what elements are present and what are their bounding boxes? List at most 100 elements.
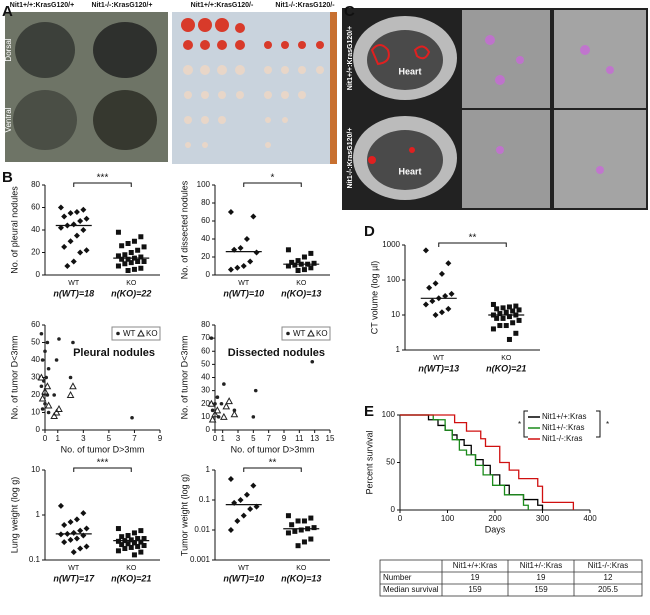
data-point [67,518,74,525]
y-tick-label: 0 [36,425,41,434]
data-point [40,407,45,411]
photo-ruler [330,12,337,164]
data-point [494,315,500,321]
data-point [301,518,307,524]
data-point [207,399,216,407]
y-tick-label: 20 [31,390,40,399]
data-point [44,375,48,380]
y-tick-label: 10 [391,310,400,319]
data-point [422,247,429,254]
data-point [131,540,137,546]
y-axis-label: No. of tumor D<3mm [179,336,189,420]
data-point [506,304,512,310]
data-point [234,517,241,524]
significance-bracket [438,242,507,247]
ct-heart-label: Heart [398,166,421,176]
data-point [240,512,247,519]
data-point [243,491,250,498]
significance-bracket [243,467,302,472]
data-point [37,373,46,381]
data-point [50,411,59,419]
data-point [46,366,51,371]
ct-slice [367,130,443,190]
data-point [295,543,301,549]
data-point [438,309,445,316]
data-point [295,258,301,264]
legend-label: Nit1+/-:Kras [542,423,584,432]
annotation: * [606,420,609,429]
y-tick-label: 80 [31,180,40,189]
y-tick-label: 0.001 [190,555,211,564]
data-point [77,218,84,224]
data-point [490,326,496,332]
y-tick-label: 50 [31,338,40,347]
data-point [57,224,64,231]
data-point [301,539,307,545]
panel-label: D [364,223,375,240]
data-point [135,259,141,264]
data-point [135,536,141,542]
panel-label: E [364,403,374,420]
y-tick-label: 30 [31,373,40,382]
data-point [66,390,75,398]
photo-row-label: Dorsal [4,38,13,61]
data-point [243,236,250,242]
y-tick-label: 0 [391,505,396,514]
x-tick-label: 11 [295,434,304,443]
data-point [432,312,439,318]
legend-marker [307,329,315,337]
ct-heart-label: Heart [398,66,421,76]
data-point [73,232,80,239]
data-point [209,336,214,340]
x-tick-label: 400 [583,514,597,523]
ct-slice [367,30,443,90]
y-tick-label: 0 [36,270,41,279]
data-point [285,263,291,269]
photo-header: Nit1-/-:KrasG120/- [275,2,335,9]
legend-label: KO [146,329,158,338]
data-point [237,497,244,503]
data-point [70,529,77,536]
y-tick-label: 20 [31,248,40,257]
data-point [131,530,137,536]
x-tick-label: 1 [220,434,225,443]
table-cell: Number [383,573,412,582]
data-point [115,526,121,532]
survival-curve [400,414,575,510]
y-tick-label: 0.1 [199,495,211,504]
data-point [130,415,134,420]
y-tick-label: 10 [31,408,40,417]
x-tick-label: 100 [441,514,455,523]
photo-nodule-grid [183,65,324,148]
y-tick-label: 40 [31,225,40,234]
x-tick-label: 7 [266,434,271,443]
legend-label: Nit1-/-:Kras [542,434,582,443]
data-point [253,249,260,256]
significance-label: ** [469,233,477,244]
data-point [250,213,257,220]
data-point [138,539,144,545]
data-point [215,395,220,399]
n-label: n(WT)=13 [418,363,459,373]
data-point [240,263,247,269]
data-point [115,229,121,235]
data-point [308,250,314,256]
table-grid [379,559,643,597]
data-point [67,210,74,217]
group-label: KO [126,280,137,287]
x-tick-label: 1 [56,434,61,443]
data-point [503,309,509,315]
data-point [57,502,64,509]
significance-label: *** [97,458,109,469]
photo-nodule-grid [181,18,324,50]
ct-tumor [370,44,431,66]
data-point [285,513,291,519]
data-point [64,263,71,269]
data-point [43,349,47,354]
data-point [289,522,295,528]
panel-label: A [2,3,13,20]
y-tick-label: 40 [201,234,210,243]
photo-blob [93,90,157,150]
significance-bracket [73,467,132,472]
